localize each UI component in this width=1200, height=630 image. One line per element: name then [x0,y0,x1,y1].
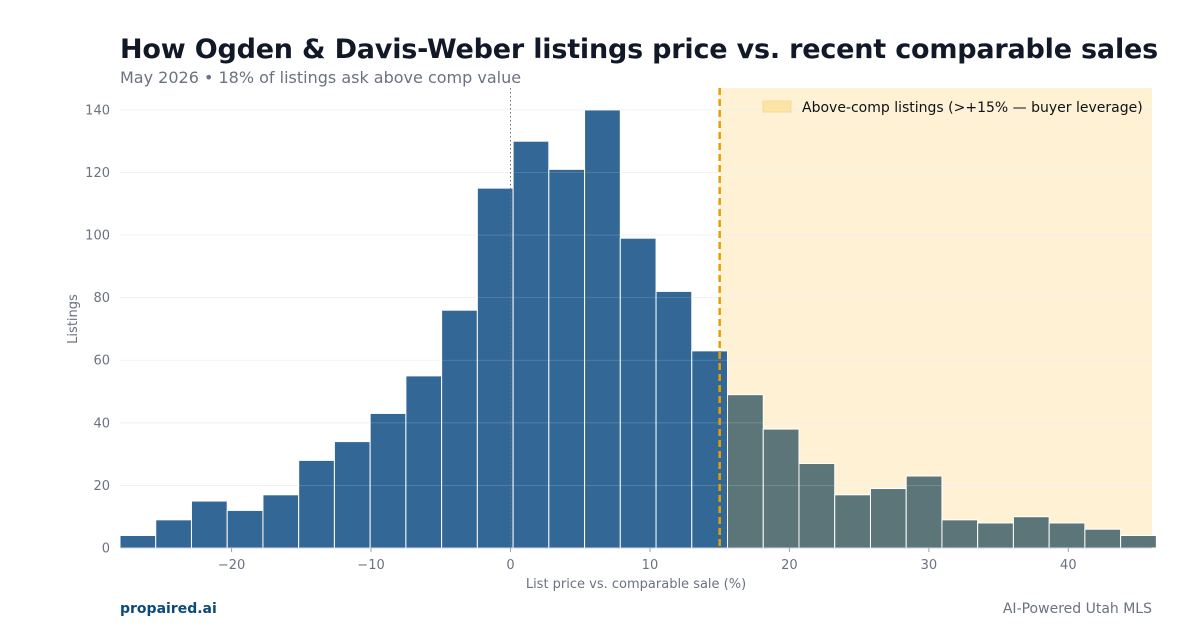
y-tick-label: 40 [93,416,110,431]
x-axis-label: List price vs. comparable sale (%) [526,577,746,592]
histogram-bar [905,475,943,549]
histogram-bar [834,494,871,549]
y-tick-label: 80 [93,291,110,306]
histogram-bar [333,441,371,549]
y-tick-label: 140 [85,103,110,118]
histogram-bar [977,522,1014,549]
histogram-bar [727,394,764,549]
histogram-bar [298,459,335,549]
brand-logo-text: propaired.ai [120,601,217,617]
histogram-bar [798,463,836,549]
y-tick-label: 100 [85,229,110,244]
histogram-bar [405,375,443,549]
chart-subtitle: May 2026 • 18% of listings ask above com… [120,68,522,87]
histogram-bar [155,519,192,549]
histogram-bar [369,412,407,549]
histogram-bar [941,519,979,549]
histogram-bar [548,168,586,549]
histogram-bar [584,109,621,549]
histogram-bar [691,350,729,549]
y-tick-label: 60 [93,354,110,369]
y-axis-label: Listings [66,294,81,344]
histogram-bar [119,534,157,549]
x-tick-label: 20 [781,558,798,573]
histogram-bar [512,140,550,549]
x-tick-label: 40 [1060,558,1077,573]
legend: Above-comp listings (>+15% — buyer lever… [762,100,1143,116]
y-tick-label: 120 [85,166,110,181]
x-tick-label: −10 [357,558,384,573]
x-tick-label: −20 [218,558,245,573]
histogram-bar [1120,534,1157,549]
legend-label-above-comp: Above-comp listings (>+15% — buyer lever… [802,100,1143,116]
histogram-bar [869,488,907,549]
histogram-bar [619,237,657,549]
chart-title: How Ogden & Davis-Weber listings price v… [120,34,1158,65]
histogram-bar [226,509,264,549]
legend-swatch [762,100,792,113]
y-tick-label: 20 [93,479,110,494]
histogram-bar [655,290,693,549]
x-tick-label: 30 [921,558,938,573]
x-tick-label: 0 [506,558,514,573]
histogram-bar [441,309,478,549]
histogram-bar [1048,522,1086,549]
histogram-bar [476,187,514,549]
histogram-bar [1084,528,1122,549]
histogram-bar [262,494,300,549]
histogram-bar [190,500,228,549]
histogram-bar [762,428,800,549]
x-tick-label: 10 [642,558,659,573]
y-tick-label: 0 [102,542,110,557]
histogram-bar [1012,516,1050,549]
footer-tagline: AI-Powered Utah MLS [1002,601,1152,617]
